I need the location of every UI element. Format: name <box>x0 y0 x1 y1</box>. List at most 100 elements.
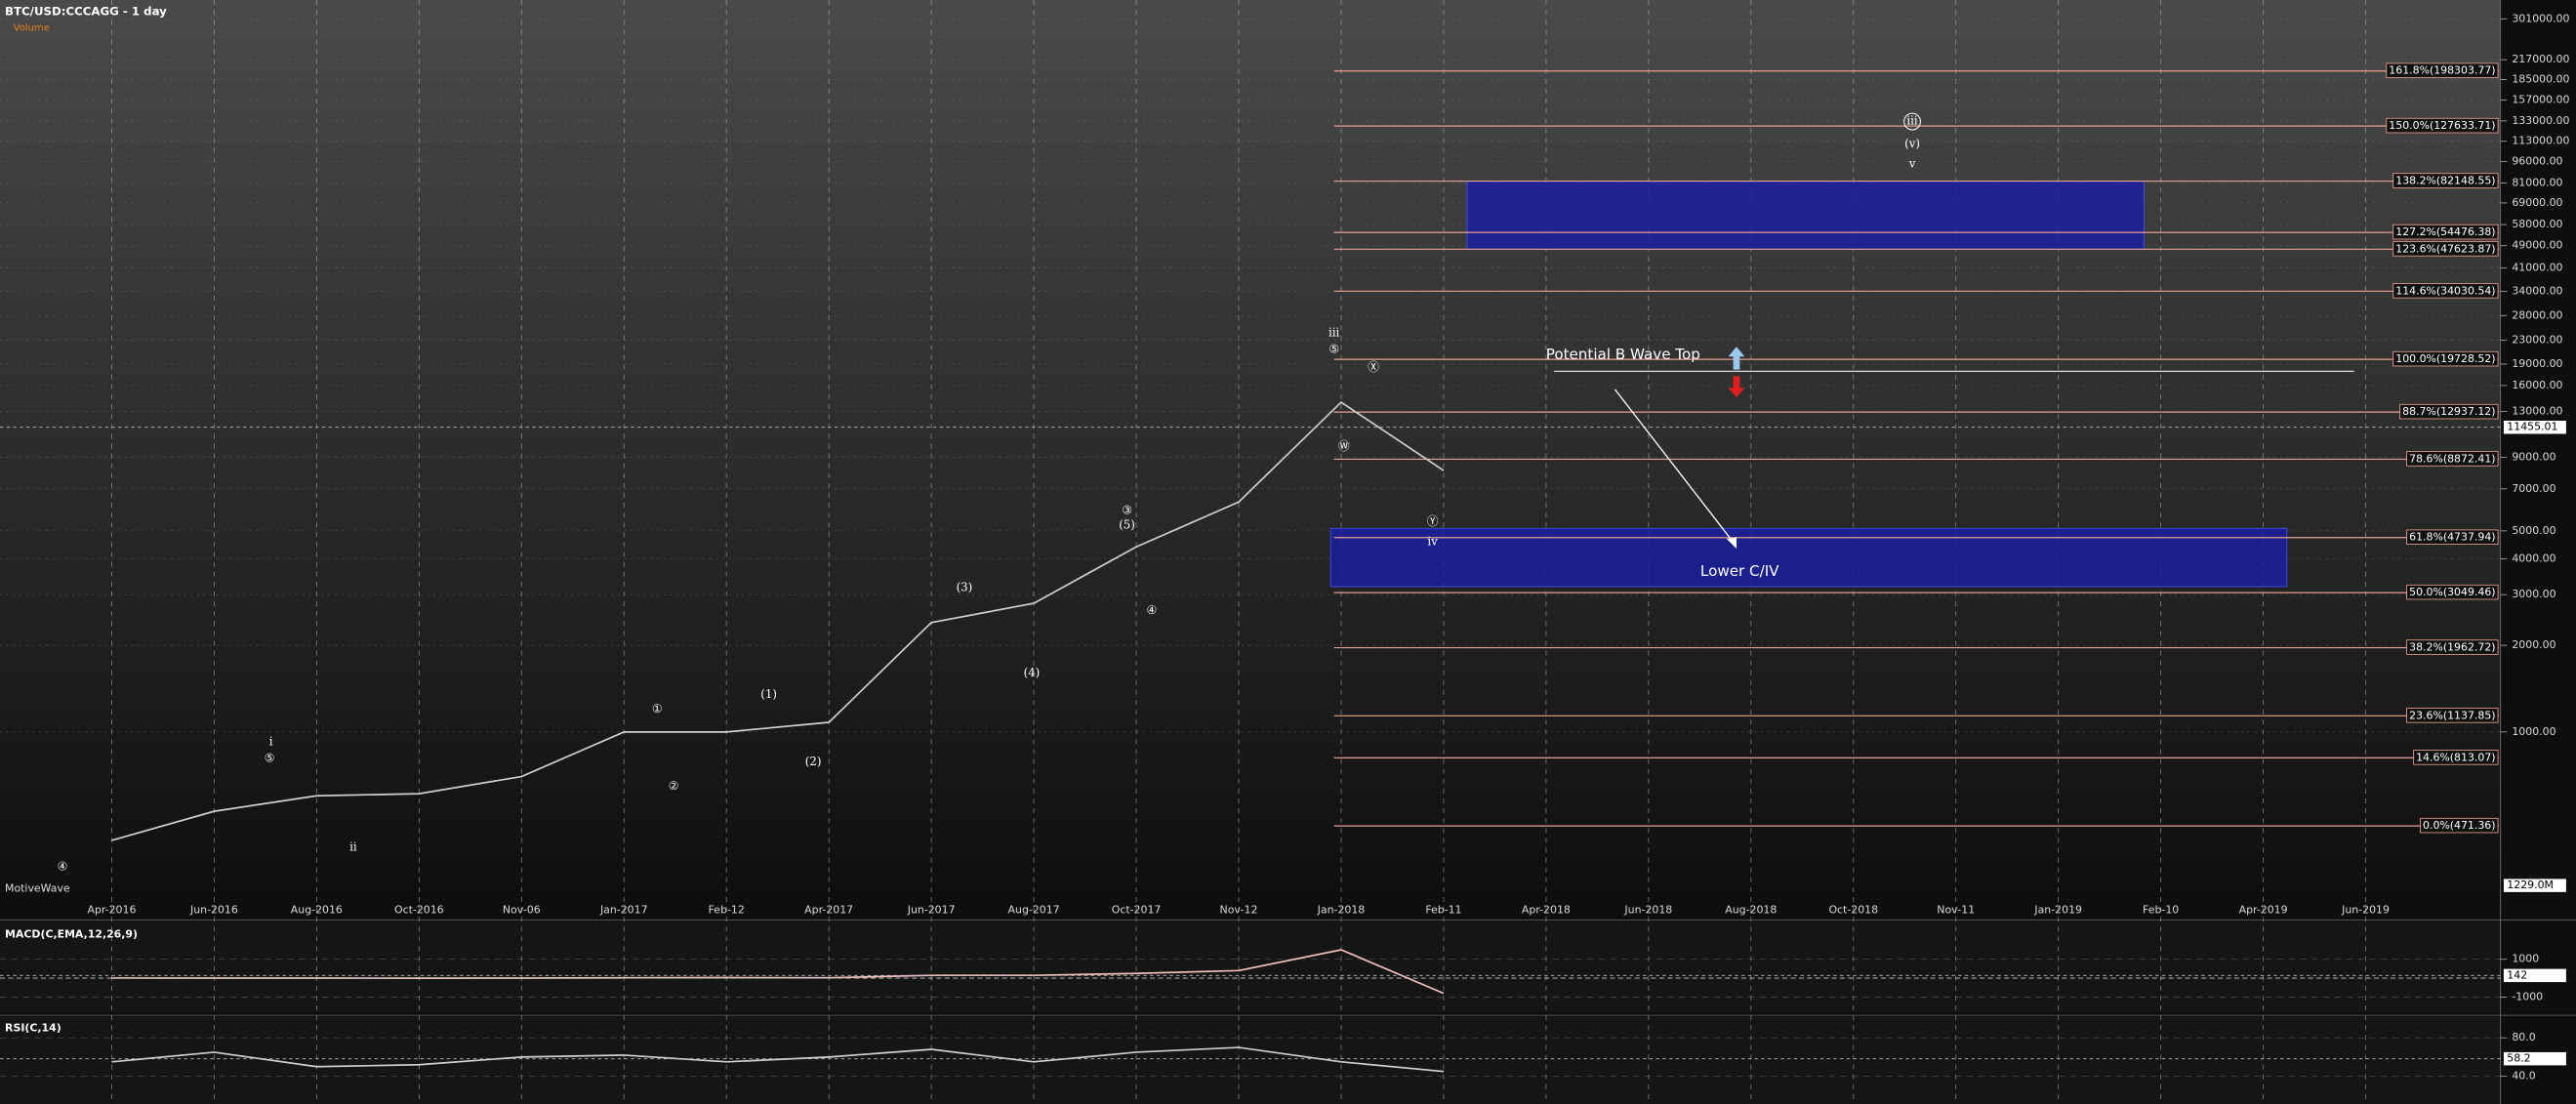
current-box <box>2503 420 2566 434</box>
fib-label: 78.6%(8872.41) <box>2409 452 2495 465</box>
x-tick-label: Nov-06 <box>503 903 541 916</box>
x-tick-label: Jun-2019 <box>2341 903 2390 916</box>
fib-label-box <box>2392 224 2499 240</box>
x-tick-label: Apr-2018 <box>1522 903 1571 916</box>
macd-pane <box>0 921 2501 1012</box>
fib-label-box <box>2392 173 2499 188</box>
x-tick-label: Jan-2018 <box>1317 903 1366 916</box>
fib-label: 138.2%(82148.55) <box>2395 175 2495 187</box>
x-tick-label: Jun-2017 <box>907 903 956 916</box>
y-tick-label: 3000.00 <box>2512 588 2556 600</box>
fib-label-box <box>2386 62 2499 78</box>
x-tick-label: Jan-2017 <box>599 903 648 916</box>
wave-circle <box>1903 112 1921 131</box>
fib-label: 88.7%(12937.12) <box>2402 405 2495 418</box>
x-tick-label: Jan-2019 <box>2033 903 2082 916</box>
price-line <box>111 400 1445 841</box>
fib-label-box <box>2413 750 2499 765</box>
x-tick-label: Apr-2019 <box>2239 903 2288 916</box>
x-tick-label: Nov-11 <box>1937 903 1975 916</box>
fib-label-box <box>2406 584 2499 600</box>
wave-label: ① <box>652 702 663 716</box>
y-tick-label: 13000.00 <box>2512 405 2562 418</box>
wave-label: iv <box>1427 534 1438 548</box>
current-value: 142 <box>2507 968 2527 981</box>
fib-label-box <box>2399 403 2499 420</box>
x-tick-label: Oct-2017 <box>1112 903 1162 916</box>
fib-label-box <box>2406 451 2499 467</box>
y-tick-label: 40.0 <box>2512 1070 2535 1083</box>
arrow-line <box>1614 388 1735 543</box>
y-tick-label: 41000.00 <box>2512 261 2562 273</box>
fib-label-box <box>2420 817 2499 834</box>
x-tick-label: Apr-2016 <box>87 903 136 916</box>
wave-label: ⑤ <box>1329 342 1339 355</box>
fib-label: 127.2%(54476.38) <box>2395 225 2495 238</box>
fib-label-box <box>2406 708 2499 723</box>
y-tick-label: 69000.00 <box>2512 196 2562 209</box>
y-tick-label: 9000.00 <box>2512 451 2556 464</box>
x-tick-label: Oct-2018 <box>1828 903 1878 916</box>
current-box <box>2503 1051 2566 1066</box>
price-line <box>111 949 1445 995</box>
x-tick-label: Feb-10 <box>2143 903 2179 916</box>
fib-label-box <box>2406 529 2499 545</box>
current-value: 11455.01 <box>2507 421 2557 433</box>
fib-label-box <box>2386 117 2499 134</box>
fib-label: 114.6%(34030.54) <box>2395 284 2495 297</box>
y-tick-label: 1000.00 <box>2512 725 2556 738</box>
y-tick-label: 4000.00 <box>2512 552 2556 564</box>
y-tick-label: 217000.00 <box>2512 53 2569 65</box>
wave-label: Ⓦ <box>1338 439 1350 453</box>
fib-label: 14.6%(813.07) <box>2416 751 2495 763</box>
wave-label: ④ <box>1147 603 1158 617</box>
x-tick-label: Apr-2017 <box>804 903 853 916</box>
x-tick-label: Feb-12 <box>709 903 745 916</box>
wave-label: ② <box>669 779 679 793</box>
wave-label: ③ <box>1122 503 1132 516</box>
price-line <box>111 1046 1445 1073</box>
y-tick-label: 58000.00 <box>2512 218 2562 230</box>
fib-label-box <box>2392 283 2499 299</box>
fib-label: 0.0%(471.36) <box>2423 819 2496 832</box>
wave-label: (3) <box>957 581 973 594</box>
wave-label: Ⓧ <box>1368 360 1379 374</box>
fib-label: 61.8%(4737.94) <box>2409 531 2495 544</box>
x-tick-label: Nov-12 <box>1220 903 1258 916</box>
y-tick-label: 80.0 <box>2512 1031 2535 1043</box>
price-pane <box>0 0 2501 901</box>
y-tick-label: 133000.00 <box>2512 114 2569 127</box>
annotation: Potential B Wave Top <box>1546 346 1700 363</box>
x-tick-label: Jun-2016 <box>189 903 238 916</box>
y-tick-label: 157000.00 <box>2512 94 2569 106</box>
x-tick-label: Aug-2017 <box>1008 903 1060 916</box>
fib-label: 50.0%(3049.46) <box>2409 586 2495 598</box>
y-tick-label: 34000.00 <box>2512 284 2562 297</box>
y-tick-label: -1000 <box>2512 990 2543 1002</box>
y-tick-label: 28000.00 <box>2512 308 2562 321</box>
wave-label: iii <box>1329 326 1340 340</box>
x-tick-label: Feb-11 <box>1425 903 1461 916</box>
wave-label: iii <box>1906 114 1918 128</box>
y-tick-label: 81000.00 <box>2512 176 2562 188</box>
volume-box <box>2503 879 2566 892</box>
down-arrow <box>1728 376 1745 398</box>
rsi-pane <box>0 1016 2501 1104</box>
annotation: Lower C/IV <box>1700 562 1779 580</box>
x-tick-label: Aug-2016 <box>291 903 343 916</box>
fib-label-box <box>2406 639 2499 655</box>
wave-label: v <box>1908 156 1916 170</box>
y-tick-label: 1000 <box>2512 953 2539 965</box>
wave-label: Ⓨ <box>1427 514 1439 528</box>
wave-label: (v) <box>1904 137 1920 150</box>
y-tick-label: 23000.00 <box>2512 333 2562 346</box>
y-tick-label: 2000.00 <box>2512 638 2556 651</box>
current-value: 58.2 <box>2507 1052 2530 1065</box>
fib-label: 23.6%(1137.85) <box>2409 709 2495 721</box>
rsi-title: RSI(C,14) <box>5 1022 61 1035</box>
watermark: MotiveWave <box>5 882 70 895</box>
volume-value: 1229.0M <box>2507 879 2554 891</box>
y-tick-label: 301000.00 <box>2512 12 2569 24</box>
